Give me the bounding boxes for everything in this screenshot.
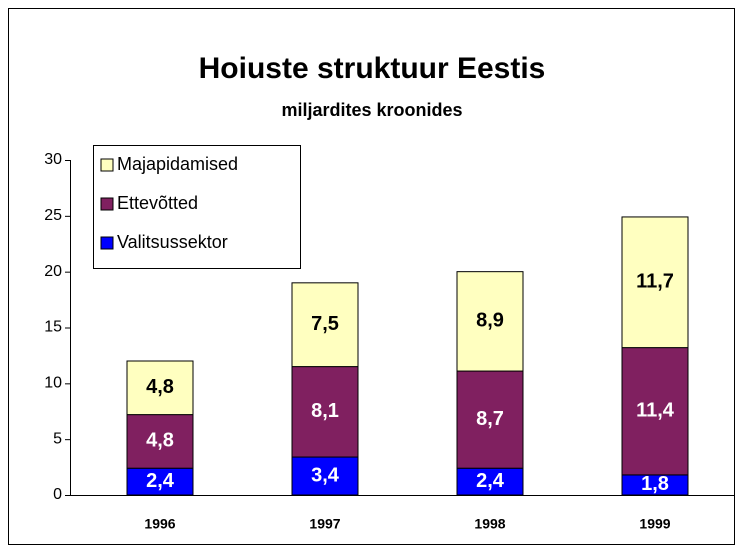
legend-swatch <box>100 158 114 172</box>
legend-label: Ettevõtted <box>117 193 198 213</box>
data-label: 2,4 <box>476 470 505 492</box>
y-tick-label: 25 <box>44 207 62 224</box>
bar-segment <box>126 467 194 496</box>
x-tick-label: 1996 <box>144 516 175 532</box>
data-label: 11,4 <box>636 400 675 422</box>
y-tick-label: 30 <box>44 151 62 168</box>
y-tick-label: 0 <box>53 486 62 503</box>
data-label: 2,4 <box>146 470 175 492</box>
bar-segment <box>291 282 359 368</box>
y-tick-label: 20 <box>44 263 62 280</box>
chart-title: Hoiuste struktuur Eestis <box>199 52 546 85</box>
legend-label: Valitsussektor <box>117 232 228 252</box>
bar-segment <box>621 347 689 476</box>
y-tick-label: 5 <box>53 430 62 447</box>
data-label: 7,5 <box>311 313 339 335</box>
data-label: 8,7 <box>476 408 504 430</box>
bar-segment <box>456 370 524 469</box>
data-label: 4,8 <box>146 430 174 452</box>
data-label: 3,4 <box>311 464 340 486</box>
data-label: 4,8 <box>146 376 174 398</box>
x-tick-label: 1999 <box>639 516 670 532</box>
data-label: 1,8 <box>641 473 669 495</box>
chart-subtitle: miljardites kroonides <box>281 100 462 120</box>
x-tick-label: 1997 <box>309 516 340 532</box>
legend-swatch <box>100 236 114 250</box>
data-label: 11,7 <box>636 271 674 293</box>
bar-segment <box>291 366 359 458</box>
y-tick-label: 10 <box>44 375 62 392</box>
legend-label: Majapidamised <box>117 154 238 174</box>
bar-segment <box>456 467 524 496</box>
y-tick-label: 15 <box>44 319 62 336</box>
legend-swatch <box>100 197 114 211</box>
data-label: 8,9 <box>476 310 504 332</box>
bar-segment <box>126 360 194 416</box>
data-label: 8,1 <box>311 400 339 422</box>
legend-box <box>93 145 301 269</box>
bar-segment <box>456 271 524 372</box>
bar-segment <box>621 216 689 349</box>
x-tick-label: 1998 <box>474 516 505 532</box>
